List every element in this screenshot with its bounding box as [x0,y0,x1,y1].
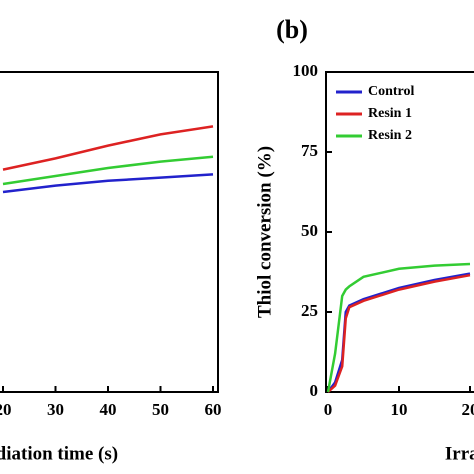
x-tick-label: 10 [391,400,408,419]
panel-label: (b) [276,15,308,44]
x-tick-label: 60 [205,400,222,419]
x-tick-label: 50 [152,400,169,419]
series-line [2,173,214,194]
y-tick-label: 25 [301,301,318,320]
legend-label: Resin 2 [368,128,412,143]
x-tick-label: 30 [47,400,64,419]
x-tick-label: 40 [100,400,117,419]
x-tick-label: 20 [462,400,474,419]
series-line [2,125,214,171]
legend-label: Resin 1 [368,106,412,121]
legend-label: Control [368,84,415,99]
y-axis-label: Thiol conversion (%) [254,146,275,318]
series-line [327,273,471,393]
x-tick-label: 20 [0,400,12,419]
x-axis-label: Irradiation time (s) [445,443,474,464]
y-tick-label: 100 [293,61,319,80]
series-line [2,155,214,186]
y-tick-label: 50 [301,221,318,240]
series-line [326,272,471,393]
x-tick-label: 0 [324,400,333,419]
series-line [326,262,471,393]
y-tick-label: 0 [310,381,319,400]
plot-frame [0,71,219,393]
y-tick-label: 75 [301,141,318,160]
x-axis-label: Irradiation time (s) [0,443,118,464]
